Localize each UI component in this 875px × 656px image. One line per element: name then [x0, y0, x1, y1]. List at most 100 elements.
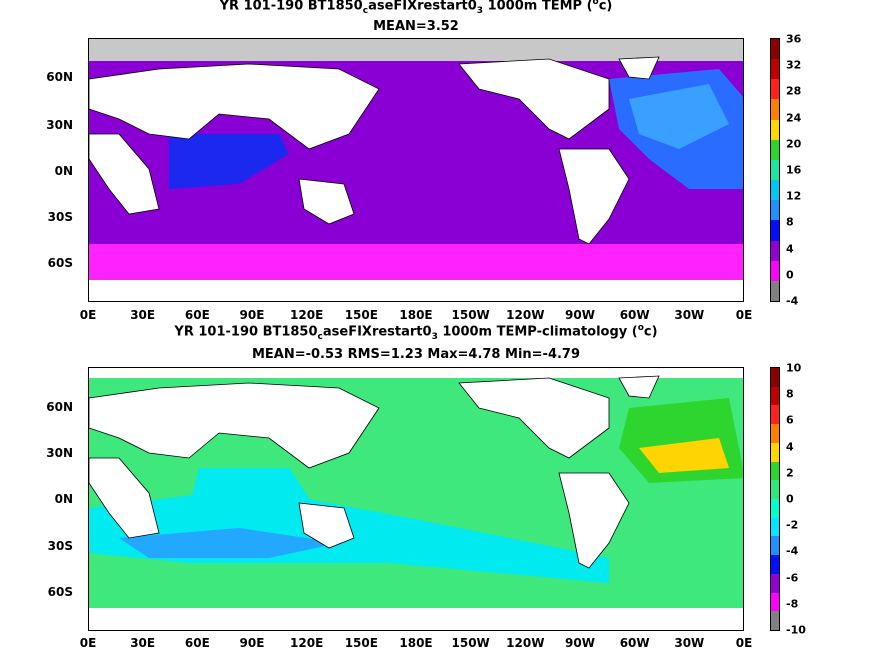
panel1-lon-label: 30W — [674, 308, 705, 322]
panel1-colorbar-label: 0 — [786, 268, 794, 282]
panel2-landmasses — [89, 375, 660, 569]
panel1-north-america — [458, 58, 610, 140]
panel1-colorbar-label: 12 — [786, 189, 802, 203]
panel1-north-atlantic-core — [629, 84, 729, 149]
panel2-lat-0n: 0N — [54, 492, 73, 506]
panel1-lat-30n: 30N — [46, 118, 73, 132]
panel1-colorbar-label: 8 — [786, 215, 794, 229]
panel1-colorbar-segment — [771, 280, 779, 302]
panel2-lon-label: 30E — [130, 636, 156, 650]
panel2-australia — [298, 502, 355, 549]
panel1-lon-label: 150W — [451, 308, 490, 322]
panel2-colorbar-label: 0 — [786, 492, 794, 506]
panel1-greenland — [618, 56, 660, 80]
panel2-greenland — [618, 375, 660, 399]
panel1-colorbar-segment — [771, 260, 779, 282]
panel1-southern-ocean — [89, 244, 743, 280]
panel1-colorbar-segment — [771, 240, 779, 262]
panel2-colorbar-segment — [771, 611, 779, 631]
panel1-colorbar-segment — [771, 39, 779, 60]
panel2-colorbar-segment — [771, 555, 779, 575]
panel1-colorbar-segment — [771, 159, 779, 181]
panel2-colorbar-segment — [771, 536, 779, 556]
panel1-lon-label: 90W — [565, 308, 595, 322]
panel1-lon-label: 30E — [130, 308, 156, 322]
panel1-lon-label: 0E — [79, 308, 97, 322]
panel2-colorbar-segment — [771, 368, 779, 388]
panel1-lat-30s: 30S — [47, 210, 73, 224]
panel1-indian-ocean-warm — [169, 134, 289, 189]
panel2-africa — [89, 457, 160, 539]
panel2-colorbar — [770, 367, 780, 631]
panel1-colorbar-label: 28 — [786, 84, 802, 98]
panel2-lon-label: 90W — [565, 636, 595, 650]
panel2-eurasia — [89, 382, 380, 469]
panel1-eurasia — [89, 63, 380, 150]
panel2-antarctica — [89, 608, 743, 630]
panel1-colorbar-segment — [771, 200, 779, 221]
panel2-indian-ocean — [189, 468, 309, 518]
panel2-lon-label: 60W — [619, 636, 650, 650]
panel1-antarctica — [89, 280, 743, 301]
panel1-lat-60n: 60N — [46, 70, 73, 84]
panel2-lon-label: 60E — [184, 636, 210, 650]
panel2-south-america — [558, 472, 630, 569]
panel2-colorbar-label: -10 — [786, 623, 806, 637]
panel1-colorbar-segment — [771, 139, 779, 161]
panel2-lat-60s: 60S — [47, 585, 73, 599]
panel2-colorbar-segment — [771, 573, 779, 594]
panel1-lon-label: 60W — [619, 308, 650, 322]
panel1-colorbar-segment — [771, 59, 779, 80]
panel2-indian-band — [119, 528, 339, 558]
panel2-colorbar-segment — [771, 442, 779, 463]
panel2-colorbar-segment — [771, 405, 779, 425]
panel2-colorbar-label: -8 — [786, 597, 799, 611]
panel2-colorbar-segment — [771, 592, 779, 612]
panel2-colorbar-segment — [771, 499, 779, 519]
panel1-colorbar-label: 16 — [786, 163, 802, 177]
panel1-colorbar-label: 36 — [786, 32, 802, 46]
panel2-lon-label: 0E — [79, 636, 97, 650]
panel2-colorbar-segment — [771, 386, 779, 406]
panel1-colorbar-label: 4 — [786, 242, 794, 256]
panel2-lat-30n: 30N — [46, 446, 73, 460]
panel2-lon-label: 150E — [344, 636, 378, 650]
panel1-colorbar-label: 24 — [786, 111, 802, 125]
panel2-colorbar-label: -6 — [786, 571, 799, 585]
panel2-lat-30s: 30S — [47, 539, 73, 553]
panel2-colorbar-segment — [771, 517, 779, 537]
panel1-lat-0n: 0N — [54, 164, 73, 178]
panel1-lon-label: 0E — [735, 308, 753, 322]
panel1-south-america — [558, 148, 630, 245]
panel1-colorbar-label: 32 — [786, 58, 802, 72]
panel1-map-svg — [89, 39, 743, 301]
panel1-colorbar-segment — [771, 180, 779, 201]
panel2-title-line2: MEAN=-0.53 RMS=1.23 Max=4.78 Min=-4.79 — [251, 347, 581, 362]
panel1-australia — [298, 178, 355, 225]
panel2-colorbar-label: 6 — [786, 413, 794, 427]
panel1-lat-60s: 60S — [47, 256, 73, 270]
panel2-lon-label: 90E — [239, 636, 265, 650]
panel2-colorbar-label: 2 — [786, 466, 794, 480]
panel1-lon-label: 60E — [184, 308, 210, 322]
panel2-north-america — [458, 377, 610, 459]
panel1-colorbar-label: -4 — [786, 294, 799, 308]
panel1-africa — [89, 133, 160, 215]
panel1-colorbar-segment — [771, 99, 779, 121]
panel1-lon-label: 90E — [239, 308, 265, 322]
panel1-colorbar-label: 20 — [786, 137, 802, 151]
panel1-lon-label: 120W — [506, 308, 545, 322]
panel1-colorbar — [770, 38, 780, 302]
panel1-lon-label: 180E — [399, 308, 433, 322]
panel2-title-line1: YR 101-190 BT1850caseFIXrestart03 1000m … — [174, 323, 658, 342]
panel2-map — [88, 367, 744, 631]
panel2-colorbar-segment — [771, 480, 779, 500]
panel1-title-line2: MEAN=3.52 — [373, 19, 459, 34]
panel2-colorbar-segment — [771, 424, 779, 444]
panel1-map — [88, 38, 744, 302]
panel1-lon-label: 150E — [344, 308, 378, 322]
panel2-colorbar-segment — [771, 461, 779, 481]
panel2-north-atlantic-warm — [639, 438, 729, 473]
panel2-lon-label: 0E — [735, 636, 753, 650]
panel2-map-svg — [89, 368, 743, 630]
